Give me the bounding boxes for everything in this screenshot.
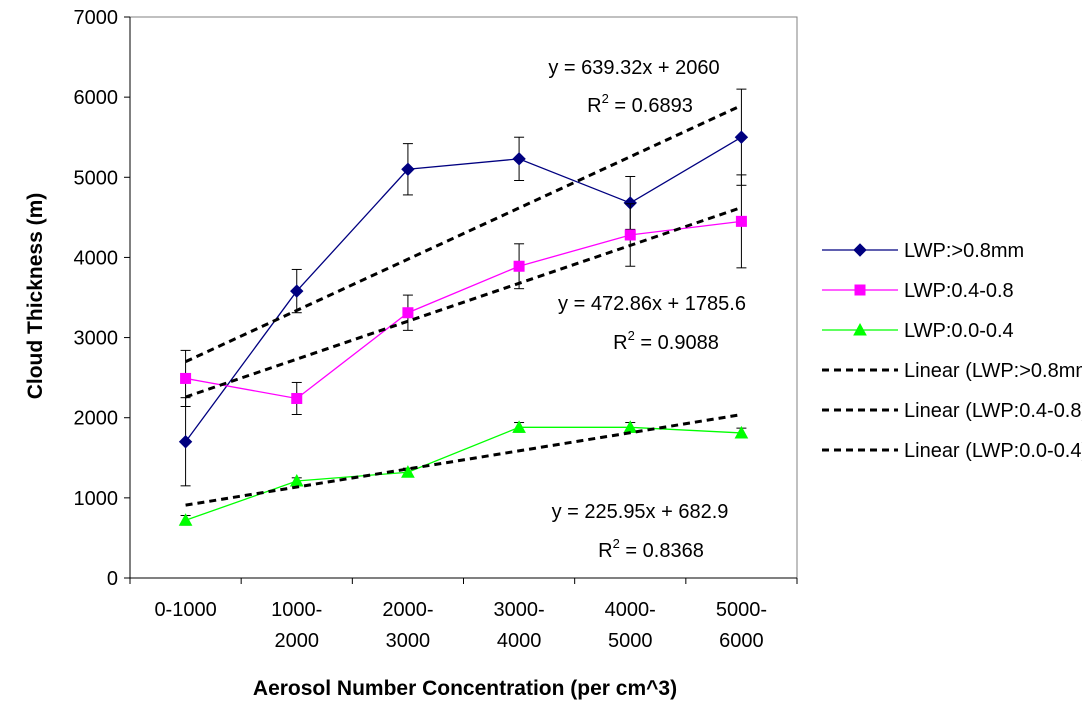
- legend-label: Linear (LWP:0.0-0.4): [904, 440, 1082, 462]
- y-axis-title: Cloud Thickness (m): [24, 193, 47, 400]
- legend-swatch-marker: [853, 322, 867, 336]
- x-tick-label: 4000-: [605, 599, 656, 621]
- plot-area: [129, 16, 798, 579]
- series-2: [180, 174, 747, 416]
- legend-label: LWP:>0.8mm: [904, 240, 1024, 262]
- r-squared-value: = 0.6893: [609, 95, 693, 117]
- x-tick-label: 0-1000: [154, 599, 216, 621]
- trendline-equation: y = 225.95x + 682.9: [552, 501, 729, 523]
- x-tick-label: 3000: [386, 630, 431, 652]
- trendline-2: [185, 206, 742, 399]
- data-point: [624, 229, 636, 241]
- y-tick-label: 4000: [74, 247, 119, 269]
- trendline-3: [185, 413, 742, 507]
- series-line: [185, 220, 742, 400]
- legend-item: LWP:>0.8mm: [822, 240, 1024, 262]
- x-tick-label: 6000: [719, 630, 764, 652]
- r-squared-symbol: R: [587, 95, 601, 117]
- data-point: [290, 284, 304, 298]
- data-point: [512, 420, 526, 433]
- axes: 0 1000 2000 3000 4000 5000 6000 7000 0-1000 1000-…: [74, 7, 798, 652]
- x-axis-title: Aerosol Number Concentration (per cm^3): [253, 677, 677, 700]
- data-point: [291, 392, 303, 404]
- data-point: [734, 425, 749, 439]
- y-tick-label: 5000: [74, 167, 119, 189]
- data-point: [402, 307, 414, 319]
- x-tick-label: 5000-: [716, 599, 767, 621]
- r-squared-value: = 0.9088: [635, 332, 719, 354]
- y-tick-label: 2000: [74, 408, 119, 430]
- data-point: [178, 435, 193, 449]
- r-squared-superscript: 2: [628, 328, 635, 343]
- legend-label: Linear (LWP:0.4-0.8): [904, 400, 1082, 422]
- r-squared-symbol: R: [598, 540, 612, 562]
- r-squared-superscript: 2: [613, 536, 620, 551]
- legend-item: Linear (LWP:>0.8mm): [822, 360, 1082, 382]
- data-point: [512, 152, 526, 166]
- data-point: [180, 372, 192, 384]
- series-line: [185, 136, 742, 443]
- r-squared-superscript: 2: [602, 91, 609, 106]
- legend-item: LWP:0.0-0.4: [822, 320, 1014, 342]
- y-tick-label: 1000: [74, 488, 119, 510]
- x-tick-label: 2000-: [382, 599, 433, 621]
- x-tick-label: 1000-: [271, 599, 322, 621]
- legend-item: LWP:0.4-0.8: [822, 280, 1014, 302]
- legend-label: LWP:0.4-0.8: [904, 280, 1014, 302]
- y-tick-label: 6000: [74, 87, 119, 109]
- x-tick-label: 3000-: [494, 599, 545, 621]
- data-point: [178, 513, 193, 526]
- data-point: [735, 215, 747, 227]
- r-squared-symbol: R: [613, 332, 627, 354]
- legend: LWP:>0.8mm LWP:0.4-0.8 LWP:0.0-0.4 Linear (…: [822, 240, 1082, 462]
- legend-swatch-marker: [853, 243, 867, 257]
- trendline-equation: y = 472.86x + 1785.6: [558, 293, 746, 315]
- plot-border: [129, 16, 798, 579]
- data-point: [734, 130, 749, 144]
- legend-label: Linear (LWP:>0.8mm): [904, 360, 1082, 382]
- series-1: [178, 88, 749, 487]
- chart-marks: [178, 88, 749, 526]
- trendline-1: [184, 104, 743, 364]
- y-tick-label: 0: [107, 568, 118, 590]
- y-tick-label: 3000: [74, 328, 119, 350]
- legend-swatch-marker: [854, 284, 866, 296]
- trendline-equation: y = 639.32x + 2060: [548, 57, 719, 79]
- x-tick-label: 2000: [275, 630, 320, 652]
- legend-item: Linear (LWP:0.4-0.8): [822, 400, 1082, 422]
- r-squared-value: = 0.8368: [620, 540, 704, 562]
- r-squared-label: R2 = 0.9088: [613, 328, 719, 354]
- data-point: [401, 162, 415, 176]
- legend-item: Linear (LWP:0.0-0.4): [822, 440, 1082, 462]
- x-tick-label: 4000: [497, 630, 542, 652]
- data-point: [513, 260, 525, 272]
- data-point: [401, 465, 415, 478]
- legend-label: LWP:0.0-0.4: [904, 320, 1014, 342]
- r-squared-label: R2 = 0.8368: [598, 536, 704, 562]
- y-tick-label: 7000: [74, 7, 119, 29]
- x-tick-label: 5000: [608, 630, 653, 652]
- r-squared-label: R2 = 0.6893: [587, 91, 693, 117]
